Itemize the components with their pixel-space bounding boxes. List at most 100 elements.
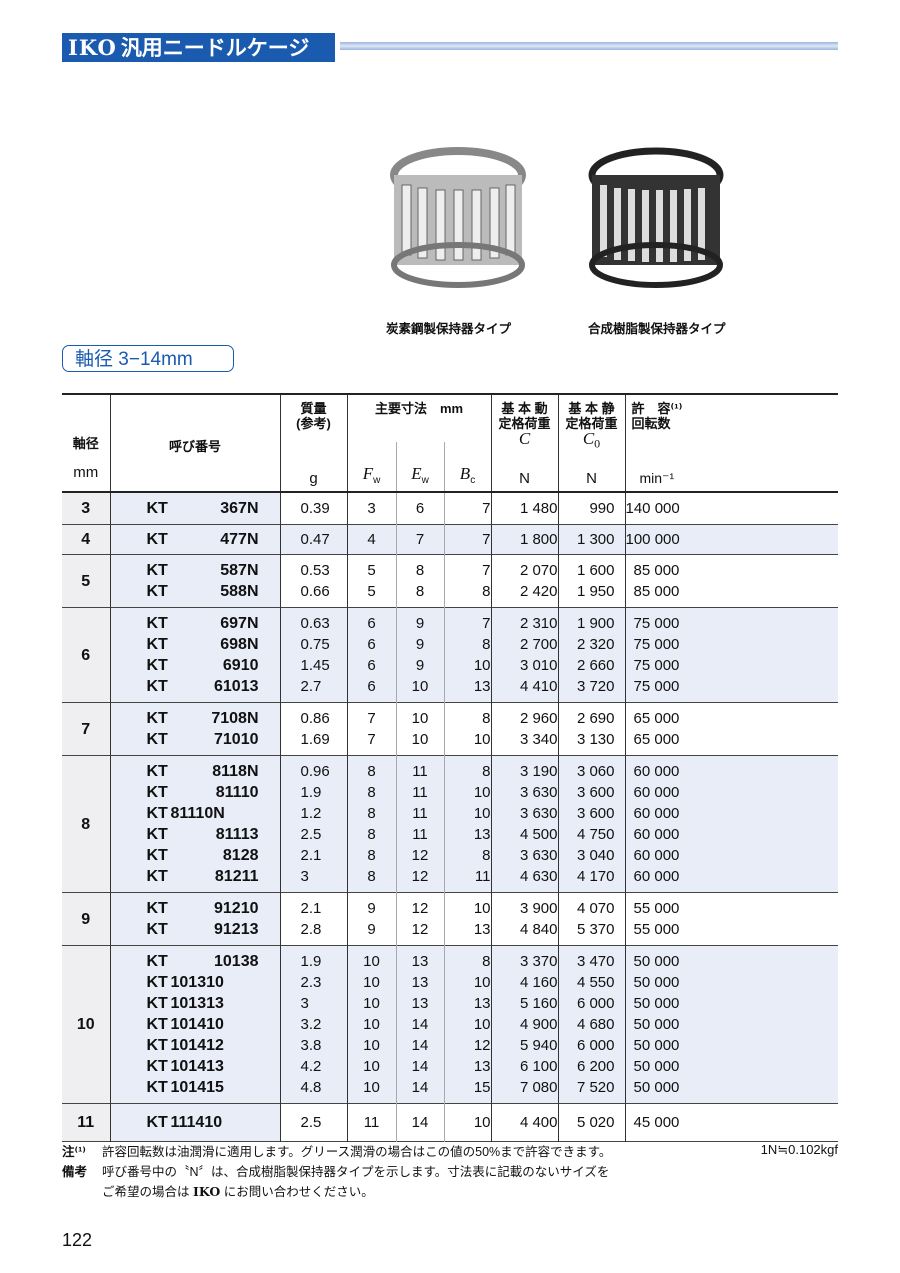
mass: 2.1 2.8	[279, 892, 347, 946]
header-ew: Ew	[395, 442, 444, 492]
mass: 1.9 2.3 3 3.2 3.8 4.2 4.8	[279, 945, 347, 1104]
page-header: IKO 汎用ニードルケージ	[62, 33, 335, 62]
ew: 13 13 13 14 14 14 14	[395, 945, 444, 1104]
mass: 2.5	[279, 1103, 347, 1142]
static-load: 2 690 3 130	[557, 702, 625, 756]
limiting-speed: 55 000 55 000	[624, 892, 838, 946]
ew: 9 9 9 10	[395, 607, 444, 703]
table-row-group: 5 KT 587N KT 588N 0.53 0.66 5 5 8 8 7 8 2 070 2 420 1 6…	[62, 554, 838, 608]
remark: 備考 呼び番号中の〝N〞は、合成樹脂製保持器タイプを示します。寸法表に記載のないサ…	[62, 1165, 610, 1179]
table-row-group: 11 KT 111410 2.5 11 14 10 4 400 5 020 45 000	[62, 1103, 838, 1142]
static-load: 3 060 3 600 3 600 4 750 3 040 4 170	[557, 755, 625, 893]
ew: 11 11 11 11 12 12	[395, 755, 444, 893]
shaft-diameter: 3	[62, 492, 110, 525]
resin-cage-photo	[588, 147, 724, 288]
footnotes: 注⁽¹⁾ 許容回転数は油潤滑に適用します。グリース潤滑の場合はこの値の50%まで許…	[62, 1142, 611, 1202]
mass: 0.53 0.66	[279, 554, 347, 608]
dynamic-load: 3 370 4 160 5 160 4 900 5 940 6 100 7 080	[490, 945, 558, 1104]
header-shaft: 軸径 mm	[62, 393, 110, 492]
designation: KT 477N	[109, 524, 280, 555]
dynamic-load: 4 400	[490, 1103, 558, 1142]
limiting-speed: 50 000 50 000 50 000 50 000 50 000 50 000 50 0…	[624, 945, 838, 1104]
mass: 0.63 0.75 1.45 2.7	[279, 607, 347, 703]
section-label: 軸径 3−14mm	[62, 345, 234, 372]
fw: 3	[346, 492, 396, 525]
iko-logo: IKO	[68, 35, 117, 60]
ew: 7	[395, 524, 444, 555]
mass: 0.47	[279, 524, 347, 555]
limiting-speed: 60 000 60 000 60 000 60 000 60 000 60 000	[624, 755, 838, 893]
ew: 10 10	[395, 702, 444, 756]
bc: 7 8 10 13	[443, 607, 491, 703]
ew: 14	[395, 1103, 444, 1142]
table-row-group: 9 KT 91210 KT 91213 2.1 2.8 9 9 12 12 10 13 3 900 4 84…	[62, 892, 838, 946]
limiting-speed: 100 000	[624, 524, 838, 555]
bc: 10 13	[443, 892, 491, 946]
page-number: 122	[62, 1230, 93, 1250]
dynamic-load: 2 960 3 340	[490, 702, 558, 756]
bc: 7	[443, 524, 491, 555]
mass: 0.96 1.9 1.2 2.5 2.1 3	[279, 755, 347, 893]
table-row-group: 3 KT 367N 0.39 3 6 7 1 480 990 140 000	[62, 492, 838, 525]
table-row-group: 10 KT 10138 KT 101310 KT 101313 KT 101410 KT 10141…	[62, 945, 838, 1104]
header-rule	[340, 42, 838, 50]
dynamic-load: 3 190 3 630 3 630 4 500 3 630 4 630	[490, 755, 558, 893]
shaft-diameter: 6	[62, 607, 110, 703]
steel-cage-caption: 炭素鋼製保持器タイプ	[386, 322, 512, 336]
designation: KT 111410	[109, 1103, 280, 1142]
designation: KT 367N	[109, 492, 280, 525]
header-dynamic-load: 基 本 動 定格荷重 C N	[490, 393, 558, 492]
ew: 6	[395, 492, 444, 525]
bc: 8 10 13 10 12 13 15	[443, 945, 491, 1104]
limiting-speed: 45 000	[624, 1103, 838, 1142]
static-load: 990	[557, 492, 625, 525]
mass: 0.86 1.69	[279, 702, 347, 756]
dynamic-load: 2 070 2 420	[490, 554, 558, 608]
fw: 10 10 10 10 10 10 10	[346, 945, 396, 1104]
note-1: 注⁽¹⁾ 許容回転数は油潤滑に適用します。グリース潤滑の場合はこの値の50%まで許…	[62, 1145, 612, 1159]
limiting-speed: 140 000	[624, 492, 838, 525]
unit-conversion: 1N≒0.102kgf	[760, 1142, 838, 1157]
static-load: 1 300	[557, 524, 625, 555]
bc: 10	[443, 1103, 491, 1142]
bc: 8 10	[443, 702, 491, 756]
header-bc: Bc	[443, 442, 491, 492]
designation: KT 10138 KT 101310 KT 101313 KT 101410 KT 101412 K…	[109, 945, 280, 1104]
designation: KT 8118N KT 81110 KT 81110N KT 81113 KT 8128 KT 812…	[109, 755, 280, 893]
header-fw: Fw	[346, 442, 396, 492]
ew: 12 12	[395, 892, 444, 946]
header-speed: 許 容⁽¹⁾ 回転数 min⁻¹	[624, 393, 838, 492]
bc: 8 10 10 13 8 11	[443, 755, 491, 893]
shaft-diameter: 7	[62, 702, 110, 756]
header-designation: 呼び番号	[109, 393, 280, 492]
static-load: 1 900 2 320 2 660 3 720	[557, 607, 625, 703]
mass: 0.39	[279, 492, 347, 525]
fw: 4	[346, 524, 396, 555]
table-row-group: 6 KT 697N KT 698N KT 6910 KT 61013 0.63 0.75 1.45 2.…	[62, 607, 838, 703]
table-row-group: 7 KT 7108N KT 71010 0.86 1.69 7 7 10 10 8 10 2 960 3 3…	[62, 702, 838, 756]
shaft-diameter: 11	[62, 1103, 110, 1142]
table-row-group: 4 KT 477N 0.47 4 7 7 1 800 1 300 100 000	[62, 524, 838, 555]
dynamic-load: 1 800	[490, 524, 558, 555]
designation: KT 587N KT 588N	[109, 554, 280, 608]
static-load: 1 600 1 950	[557, 554, 625, 608]
remark-cont: ご希望の場合は IKO にお問い合わせください。	[102, 1184, 374, 1199]
static-load: 5 020	[557, 1103, 625, 1142]
steel-cage-photo	[390, 147, 526, 288]
static-load: 3 470 4 550 6 000 4 680 6 000 6 200 7 520	[557, 945, 625, 1104]
dynamic-load: 2 310 2 700 3 010 4 410	[490, 607, 558, 703]
dynamic-load: 1 480	[490, 492, 558, 525]
iko-logo: IKO	[192, 1184, 221, 1199]
shaft-diameter: 10	[62, 945, 110, 1104]
shaft-diameter: 5	[62, 554, 110, 608]
limiting-speed: 65 000 65 000	[624, 702, 838, 756]
shaft-diameter: 8	[62, 755, 110, 893]
header-dimensions: 主要寸法 mm	[346, 393, 491, 442]
